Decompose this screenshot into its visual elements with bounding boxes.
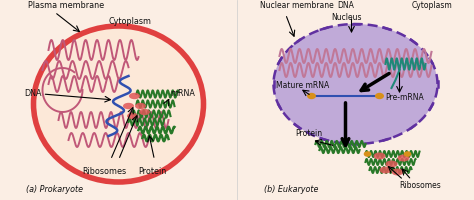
Text: (b) Eukaryote: (b) Eukaryote xyxy=(264,185,318,194)
Text: Cytoplasm: Cytoplasm xyxy=(411,1,452,10)
Ellipse shape xyxy=(135,103,146,109)
Ellipse shape xyxy=(139,109,150,115)
Ellipse shape xyxy=(34,26,203,182)
Ellipse shape xyxy=(123,103,134,109)
Text: Ribosomes: Ribosomes xyxy=(82,167,127,176)
Text: Ribosomes: Ribosomes xyxy=(400,181,441,190)
Ellipse shape xyxy=(398,154,410,162)
Text: DNA: DNA xyxy=(25,89,42,98)
Ellipse shape xyxy=(375,93,384,99)
Text: Protein: Protein xyxy=(295,129,323,138)
Ellipse shape xyxy=(392,168,403,176)
Text: Cytoplasm: Cytoplasm xyxy=(109,17,152,26)
Text: Protein: Protein xyxy=(138,167,167,176)
Ellipse shape xyxy=(385,160,398,168)
Text: DNA: DNA xyxy=(337,1,354,10)
Text: Nucleus: Nucleus xyxy=(331,13,362,22)
Ellipse shape xyxy=(374,152,385,160)
Ellipse shape xyxy=(307,93,316,99)
Ellipse shape xyxy=(273,24,438,144)
Text: mRNA: mRNA xyxy=(171,89,195,98)
Text: (a) Prokaryote: (a) Prokaryote xyxy=(27,185,83,194)
Ellipse shape xyxy=(364,151,371,157)
Ellipse shape xyxy=(380,166,392,173)
Text: Mature mRNA: Mature mRNA xyxy=(275,81,329,90)
Text: Pre-mRNA: Pre-mRNA xyxy=(385,93,424,102)
Ellipse shape xyxy=(404,151,411,157)
Ellipse shape xyxy=(129,93,140,99)
Ellipse shape xyxy=(127,113,138,119)
Text: Nuclear membrane: Nuclear membrane xyxy=(259,1,333,10)
Text: Plasma membrane: Plasma membrane xyxy=(28,1,105,10)
